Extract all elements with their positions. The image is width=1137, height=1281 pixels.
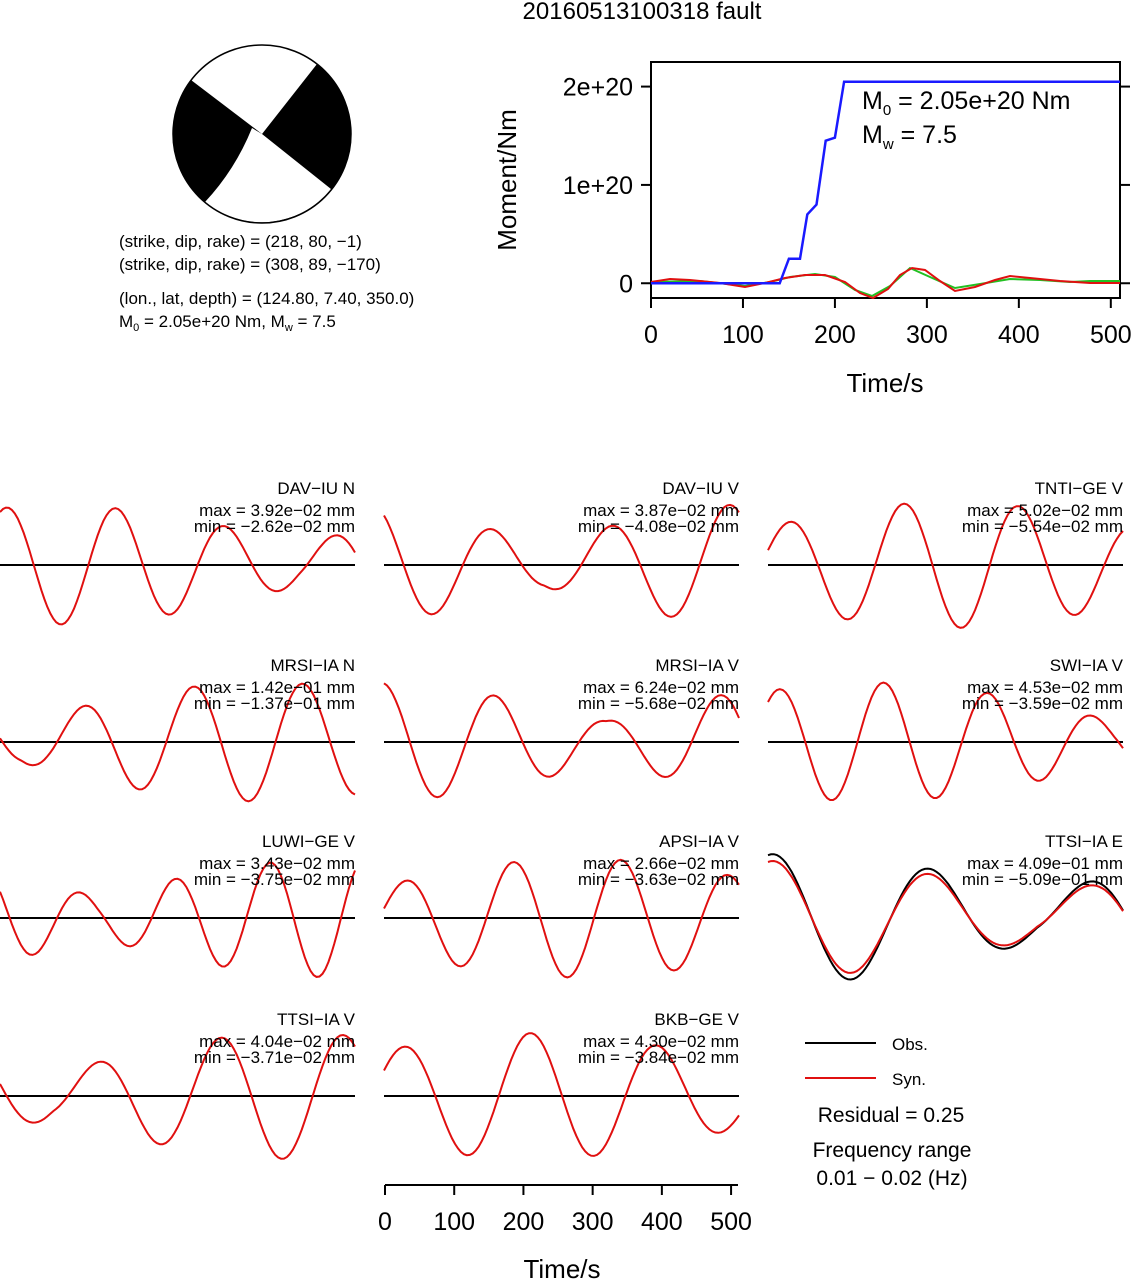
legend-syn-label: Syn. xyxy=(892,1070,926,1089)
synthetic-trace xyxy=(383,682,740,799)
beachball-white-quadrant-south xyxy=(205,128,331,223)
moment-x-tick-label: 500 xyxy=(1090,321,1132,349)
figure-title: 20160513100318 fault xyxy=(523,0,762,25)
synthetic-trace xyxy=(0,682,356,803)
moment-x-tick-label: 200 xyxy=(814,321,856,349)
synthetic-trace xyxy=(767,502,1124,629)
moment-green-wave xyxy=(650,266,1120,298)
synthetic-trace xyxy=(383,858,740,979)
station-max: max = 4.09e−01 mm xyxy=(967,854,1123,873)
station-min: min = −5.68e−02 mm xyxy=(578,694,739,713)
station-name: TTSI−IA E xyxy=(1045,832,1123,851)
station-max: max = 3.92e−02 mm xyxy=(199,501,355,520)
waveform-x-tick-label: 0 xyxy=(378,1208,392,1236)
synthetic-trace xyxy=(767,859,1124,974)
beachball-white-quadrant-north xyxy=(191,44,317,134)
waveform-x-tick-label: 300 xyxy=(572,1208,614,1236)
moment-y-label: Moment/Nm xyxy=(492,109,522,251)
station-name: DAV−IU V xyxy=(662,479,739,498)
moment-y-tick-label: 2e+20 xyxy=(563,74,633,102)
station-name: TNTI−GE V xyxy=(1035,479,1124,498)
station-max: max = 2.66e−02 mm xyxy=(583,854,739,873)
beachball xyxy=(172,44,352,224)
station-max: max = 4.04e−02 mm xyxy=(199,1032,355,1051)
synthetic-trace xyxy=(383,1032,740,1157)
moment-text: M0 = 2.05e+20 Nm, Mw = 7.5 xyxy=(119,312,336,334)
station-name: MRSI−IA V xyxy=(655,656,739,675)
station-min: min = −5.54e−02 mm xyxy=(962,517,1123,536)
moment-x-tick-label: 400 xyxy=(998,321,1040,349)
waveform-x-tick-label: 500 xyxy=(710,1208,752,1236)
station-min: min = −3.84e−02 mm xyxy=(578,1048,739,1067)
station-max: max = 3.87e−02 mm xyxy=(583,501,739,520)
station-min: min = −2.62e−02 mm xyxy=(194,517,355,536)
station-name: DAV−IU N xyxy=(277,479,355,498)
station-max: max = 1.42e−01 mm xyxy=(199,678,355,697)
station-name: APSI−IA V xyxy=(659,832,740,851)
station-name: MRSI−IA N xyxy=(270,656,355,675)
station-min: min = −3.59e−02 mm xyxy=(962,694,1123,713)
legend-obs-label: Obs. xyxy=(892,1035,928,1054)
moment-function-chart: 0 100 200 300 400 500 0 1e+20 2e+20 Moment/Nm Ti… xyxy=(492,61,1132,398)
frequency-range-value: 0.01 − 0.02 (Hz) xyxy=(816,1167,967,1190)
waveform-x-tick-label: 100 xyxy=(433,1208,475,1236)
moment-y-tick-label: 0 xyxy=(619,270,633,298)
observed-trace xyxy=(767,853,1124,981)
waveform-x-tick-label: 400 xyxy=(641,1208,683,1236)
plane1-text: (strike, dip, rake) = (218, 80, −1) xyxy=(119,232,362,251)
station-name: SWI−IA V xyxy=(1050,656,1124,675)
station-min: min = −3.75e−02 mm xyxy=(194,870,355,889)
station-min: min = −1.37e−01 mm xyxy=(194,694,355,713)
station-max: max = 4.30e−02 mm xyxy=(583,1032,739,1051)
synthetic-trace xyxy=(0,506,356,626)
moment-x-tick-label: 100 xyxy=(722,321,764,349)
waveform-x-label: Time/s xyxy=(523,1254,600,1281)
synthetic-trace xyxy=(383,503,740,618)
moment-x-label: Time/s xyxy=(846,368,923,398)
station-min: min = −3.63e−02 mm xyxy=(578,870,739,889)
moment-m0-annotation: M0 = 2.05e+20 Nm xyxy=(862,87,1070,119)
moment-red-wave xyxy=(650,266,1120,300)
station-max: max = 3.43e−02 mm xyxy=(199,854,355,873)
moment-mw-annotation: Mw = 7.5 xyxy=(862,121,957,153)
synthetic-trace xyxy=(767,681,1124,801)
waveform-time-axis: 0 100 200 300 400 500 xyxy=(378,1184,752,1236)
plane2-text: (strike, dip, rake) = (308, 89, −170) xyxy=(119,255,381,274)
residual-text: Residual = 0.25 xyxy=(818,1104,965,1127)
synthetic-trace xyxy=(0,861,356,978)
station-name: LUWI−GE V xyxy=(262,832,356,851)
station-max: max = 6.24e−02 mm xyxy=(583,678,739,697)
station-name: BKB−GE V xyxy=(654,1010,739,1029)
location-text: (lon., lat, depth) = (124.80, 7.40, 350.… xyxy=(119,289,414,308)
station-min: min = −5.09e−01 mm xyxy=(962,870,1123,889)
station-min: min = −3.71e−02 mm xyxy=(194,1048,355,1067)
frequency-range-title: Frequency range xyxy=(813,1139,972,1162)
station-name: TTSI−IA V xyxy=(277,1010,356,1029)
moment-plot-frame xyxy=(650,61,1121,299)
waveform-x-tick-label: 200 xyxy=(503,1208,545,1236)
station-max: max = 5.02e−02 mm xyxy=(967,501,1123,520)
moment-y-tick-label: 1e+20 xyxy=(563,172,633,200)
moment-blue-line xyxy=(651,80,1120,285)
synthetic-trace xyxy=(0,1033,356,1160)
moment-x-tick-label: 300 xyxy=(906,321,948,349)
legend: Obs. Syn. Residual = 0.25 Frequency rang… xyxy=(805,1035,971,1190)
station-max: max = 4.53e−02 mm xyxy=(967,678,1123,697)
moment-x-tick-label: 0 xyxy=(644,321,658,349)
station-min: min = −4.08e−02 mm xyxy=(578,517,739,536)
